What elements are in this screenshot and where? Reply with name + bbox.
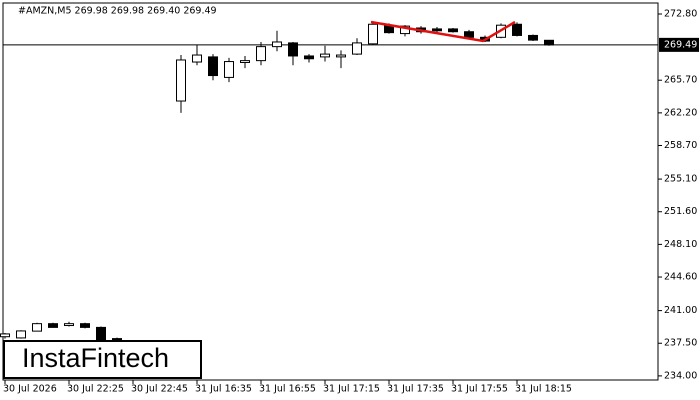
candle-body: [16, 330, 26, 339]
candle-body: [544, 39, 554, 46]
x-tick-label: 30 Jul 22:25: [67, 384, 124, 395]
x-tick-label: 31 Jul 17:15: [323, 384, 380, 395]
chart-header: #AMZN,M5 269.98 269.98 269.40 269.49: [18, 6, 217, 17]
x-tick-label: 31 Jul 17:55: [451, 384, 508, 395]
candle-body: [528, 34, 538, 41]
price-label-box: [659, 37, 699, 52]
plot-frame: [2, 2, 659, 381]
candle-body: [32, 323, 42, 332]
y-tick-label: 255.10: [664, 174, 697, 185]
y-tick-label: 237.50: [664, 338, 697, 349]
candle-body: [80, 323, 90, 328]
candle-body: [288, 42, 298, 57]
pattern-line: [370, 20, 516, 43]
watermark-box: [3, 340, 202, 379]
candle-body: [400, 25, 410, 35]
y-tick-label: 258.70: [664, 140, 697, 151]
y-tick-label: 265.70: [664, 75, 697, 86]
candle-body: [240, 60, 250, 63]
x-tick-label: 30 Jul 2026: [3, 384, 57, 395]
candle-body: [432, 28, 442, 32]
candle-body: [176, 59, 186, 102]
x-tick-label: 31 Jul 17:35: [387, 384, 444, 395]
x-tick-label: 30 Jul 22:45: [131, 384, 188, 395]
y-tick-label: 241.00: [664, 305, 697, 316]
candle-body: [112, 338, 122, 341]
candle-body: [320, 53, 330, 58]
x-tick-label: 31 Jul 16:35: [195, 384, 252, 395]
candle-body: [304, 55, 314, 60]
y-tick-label: 234.00: [664, 370, 697, 381]
y-tick-label: 272.80: [664, 8, 697, 19]
candle-body: [256, 46, 266, 62]
price-label: 269.49: [664, 39, 697, 50]
candle-body: [64, 323, 74, 327]
x-tick-label: 31 Jul 16:55: [259, 384, 316, 395]
candle-body: [208, 56, 218, 77]
y-tick-label: 244.60: [664, 272, 697, 283]
candle-body: [336, 54, 346, 58]
candle-body: [224, 61, 234, 78]
x-tick-label: 31 Jul 18:15: [515, 384, 572, 395]
candle-body: [96, 326, 106, 341]
candle-body: [368, 23, 378, 45]
candle-body: [512, 23, 522, 36]
candle-body: [0, 333, 10, 338]
candle-body: [48, 323, 58, 328]
y-tick-label: 262.20: [664, 107, 697, 118]
y-tick-label: 248.10: [664, 239, 697, 250]
watermark: InstaFintech: [22, 343, 169, 373]
candle-body: [272, 41, 282, 48]
candle-body: [352, 42, 362, 55]
y-tick-label: 251.60: [664, 206, 697, 217]
candle-body: [464, 31, 474, 38]
candle-body: [192, 54, 202, 63]
candle-body: [448, 28, 458, 33]
